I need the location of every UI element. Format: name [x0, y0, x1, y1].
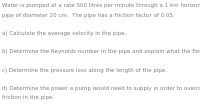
Text: a) Calculate the average velocity in the pipe.: a) Calculate the average velocity in the…	[2, 31, 127, 36]
Text: d) Determine the power a pump would need to supply in order to overcome the: d) Determine the power a pump would need…	[2, 86, 200, 91]
Text: c) Determine the pressure loss along the length of the pipe.: c) Determine the pressure loss along the…	[2, 68, 167, 73]
Text: Water is pumped at a rate 500 litres per minute through a 1 km horizontal, circu: Water is pumped at a rate 500 litres per…	[2, 3, 200, 8]
Text: pipe of diameter 20 cm.  The pipe has a friction factor of 0.05.: pipe of diameter 20 cm. The pipe has a f…	[2, 13, 175, 18]
Text: b) Determine the Reynolds number in the pipe and explain what the flow regime is: b) Determine the Reynolds number in the …	[2, 49, 200, 54]
Text: friction in the pipe.: friction in the pipe.	[2, 95, 55, 100]
